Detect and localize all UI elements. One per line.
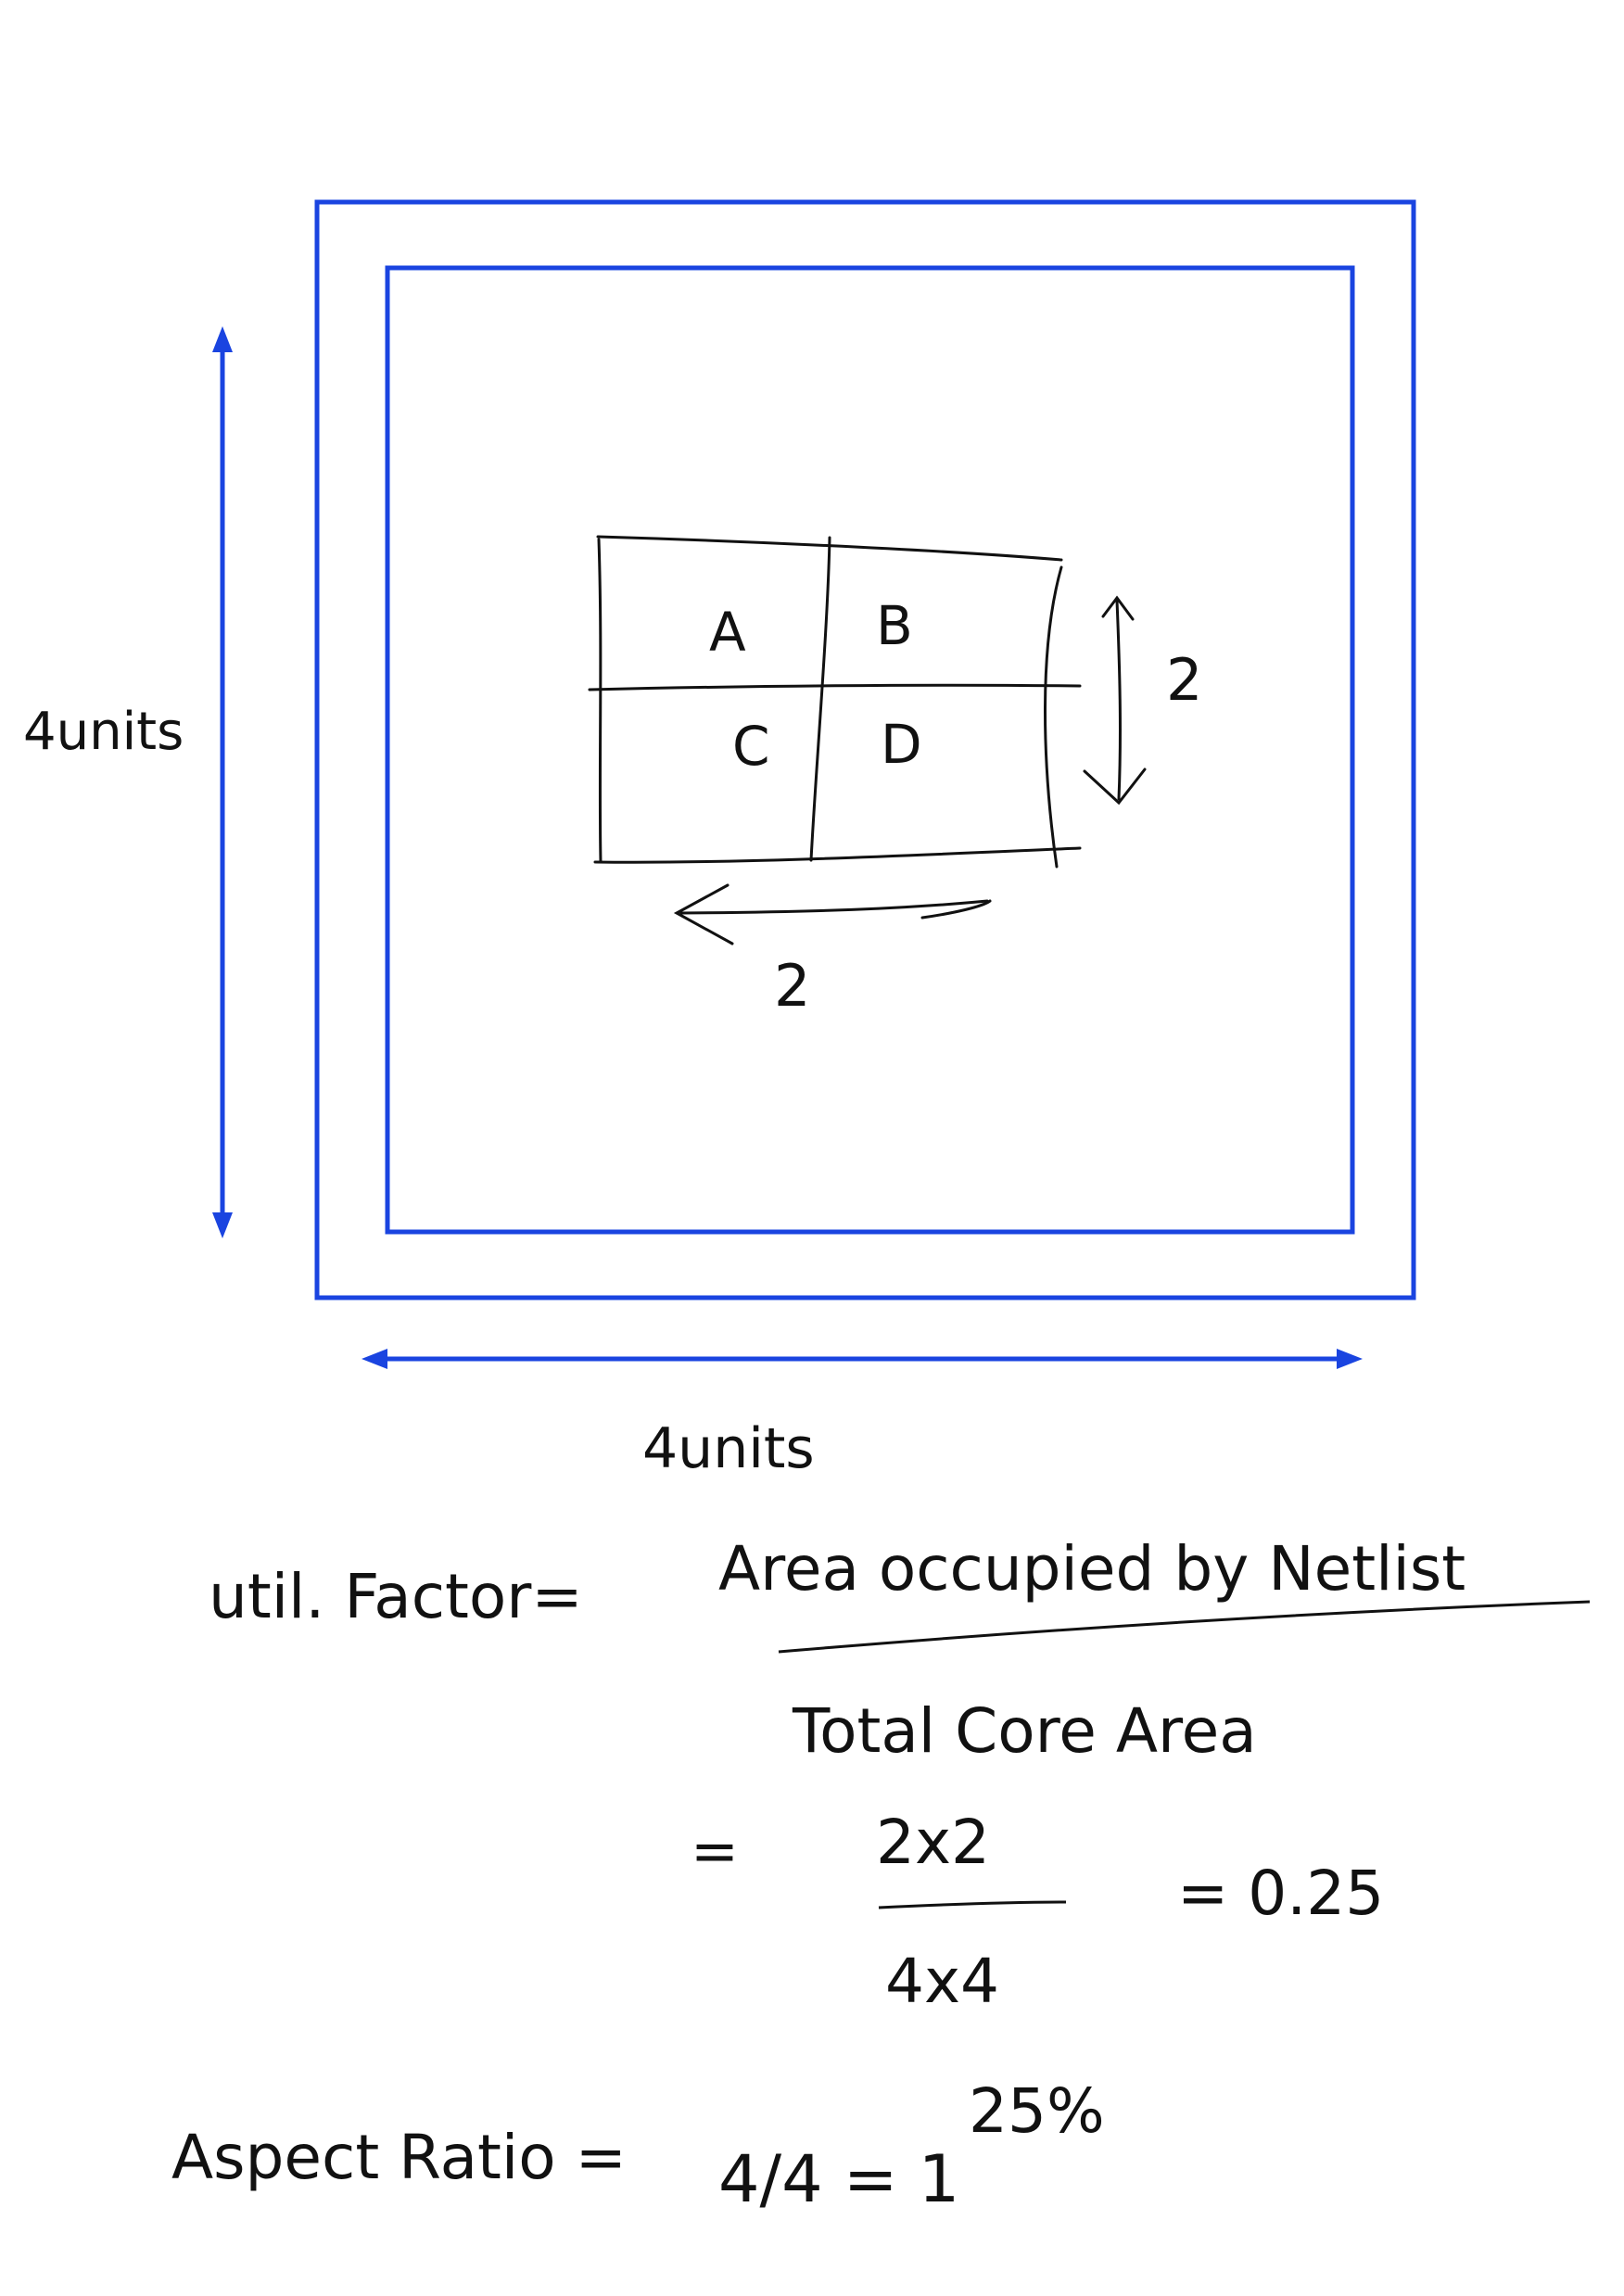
util-numerator: Area occupied by Netlist [718,1533,1465,1605]
block-height-arrow [1083,595,1147,806]
cell-b-label: B [876,594,913,657]
calc-equals-sign: = [691,1817,739,1884]
cell-c-label: C [732,715,770,778]
util-denominator: Total Core Area [792,1695,1257,1767]
core-outline [385,265,1355,1235]
cell-d-label: D [881,713,922,776]
block-width-arrow [673,883,992,945]
block-height-label: 2 [1166,646,1202,714]
calc-result: = 0.25 [1177,1858,1384,1929]
die-outline [314,199,1416,1300]
util-factor-label: util. Factor= [209,1561,583,1632]
netlist-block [588,535,1082,869]
util-percent: 25% [969,2075,1105,2147]
calc-denominator: 4x4 [885,1946,999,2017]
height-label: 4units [23,702,184,762]
width-label: 4units [642,1416,815,1481]
width-dimension-arrow [362,1349,1363,1369]
block-width-label: 2 [774,952,810,1020]
calc-fraction-bar [878,1900,1067,1909]
util-fraction-bar [778,1600,1591,1654]
aspect-ratio-label: Aspect Ratio = [171,2122,627,2193]
calc-numerator: 2x2 [876,1807,990,1878]
cell-a-label: A [709,601,746,664]
aspect-ratio-value: 4/4 = 1 [718,2141,959,2217]
height-dimension-arrow [212,326,233,1238]
